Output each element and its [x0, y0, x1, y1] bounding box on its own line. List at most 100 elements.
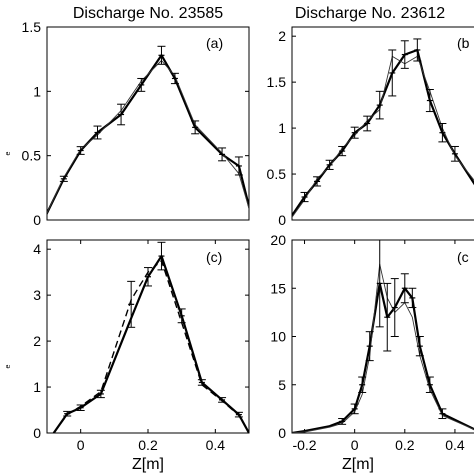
error-bar [76, 404, 85, 411]
error-bar [63, 410, 72, 417]
y-tick-label: 0 [33, 212, 41, 228]
panel-title: Discharge No. 23612 [295, 5, 445, 22]
error-bar [170, 72, 179, 85]
series-line-1 [292, 282, 474, 433]
series-line-1 [52, 255, 249, 433]
y-tick-label: 10 [270, 329, 286, 345]
y-tick-label: 0.5 [22, 148, 42, 164]
x-tick-label: -0.2 [292, 437, 316, 453]
x-tick-label: 0 [351, 437, 359, 453]
panel-label: (c [457, 249, 469, 265]
error-bar [408, 287, 417, 309]
panel-label: (b [457, 35, 470, 51]
error-bar [350, 126, 359, 139]
error-bar [177, 308, 186, 324]
y-tick-label: 0.5 [267, 166, 287, 182]
y-tick-label: 2 [33, 333, 41, 349]
panel-4: (c 0 5 10 15 20 -0.2 0 0.2 0.4 Z[m] [270, 232, 474, 473]
error-bar [390, 278, 399, 337]
y-tick-label: 0 [278, 212, 286, 228]
error-bar [375, 240, 384, 328]
series-line-1 [47, 54, 249, 216]
axes-frame [46, 26, 250, 221]
error-bar [93, 125, 102, 140]
series-line-1 [292, 48, 474, 217]
x-tick-label: 0.2 [138, 437, 158, 453]
error-bar [218, 397, 227, 403]
error-bar [59, 175, 68, 182]
error-bar [157, 45, 166, 65]
y-tick-label: 0 [278, 425, 286, 441]
panel-3: (c) 0 1 2 3 4 0 0.2 0.4 Z[m] e [5, 239, 250, 473]
y-axis-label: e [5, 151, 12, 155]
error-bar [415, 336, 424, 357]
y-tick-label: 1 [33, 379, 41, 395]
error-bar [144, 267, 152, 287]
series-line-2 [47, 60, 249, 214]
error-bar [425, 88, 434, 113]
error-bar [413, 38, 422, 62]
y-tick-label: 20 [270, 232, 286, 248]
x-axis-label: Z[m] [342, 456, 374, 473]
y-tick-label: 1.5 [267, 74, 287, 90]
error-bar [350, 403, 359, 415]
panel-label: (a) [206, 35, 223, 51]
series-line-2 [292, 263, 474, 433]
y-tick-label: 5 [278, 377, 286, 393]
error-bar [197, 379, 206, 386]
error-bar [358, 376, 367, 393]
y-axis-label: e [5, 364, 12, 368]
error-bar [76, 146, 85, 155]
y-tick-label: 1 [278, 120, 286, 136]
panel-1: Discharge No. 23585 (a) 0 0.5 1 1.5 e [5, 5, 250, 228]
error-bar [325, 159, 334, 170]
x-tick-label: 0.4 [206, 437, 226, 453]
error-bar [400, 273, 409, 304]
error-bar [338, 145, 347, 157]
y-tick-label: 1 [33, 83, 41, 99]
error-bar [191, 120, 200, 135]
panel-title: Discharge No. 23585 [73, 5, 223, 22]
error-bar [234, 411, 243, 418]
error-bar [218, 147, 227, 162]
error-bar [400, 40, 409, 69]
error-bar [375, 90, 384, 120]
error-bar [234, 156, 243, 176]
error-bar [137, 77, 146, 92]
error-bar [438, 123, 447, 143]
y-tick-label: 4 [33, 241, 41, 257]
plot-area [47, 45, 249, 216]
error-bar [363, 115, 372, 132]
error-bar [425, 376, 434, 393]
axes-frame [291, 239, 474, 434]
error-bar [438, 408, 447, 420]
error-bar [300, 191, 309, 203]
y-tick-label: 2 [278, 28, 286, 44]
plot-area [292, 38, 474, 218]
error-bar [313, 176, 322, 187]
panel-2: Discharge No. 23612 (b 0 0.5 1 1.5 2 [267, 5, 474, 228]
error-bar [157, 241, 166, 271]
x-axis-label: Z[m] [132, 456, 164, 473]
error-bar [383, 282, 392, 352]
y-tick-label: 15 [270, 280, 286, 296]
error-bar [96, 389, 105, 399]
error-bar [365, 331, 374, 362]
error-bar [127, 280, 136, 328]
error-bar [117, 103, 126, 126]
error-bar [450, 145, 459, 162]
axes-frame [291, 26, 474, 221]
plot-area [292, 240, 474, 433]
series-line-2 [292, 55, 474, 218]
x-tick-label: 0 [77, 437, 85, 453]
error-bar [388, 49, 397, 97]
panel-label: (c) [206, 249, 222, 265]
y-tick-label: 3 [33, 287, 41, 303]
error-bar [338, 418, 347, 425]
x-tick-label: 0.2 [395, 437, 415, 453]
y-tick-label: 1.5 [22, 19, 42, 35]
x-tick-label: 0.4 [445, 437, 465, 453]
y-tick-label: 0 [33, 425, 41, 441]
plot-area [52, 241, 249, 433]
